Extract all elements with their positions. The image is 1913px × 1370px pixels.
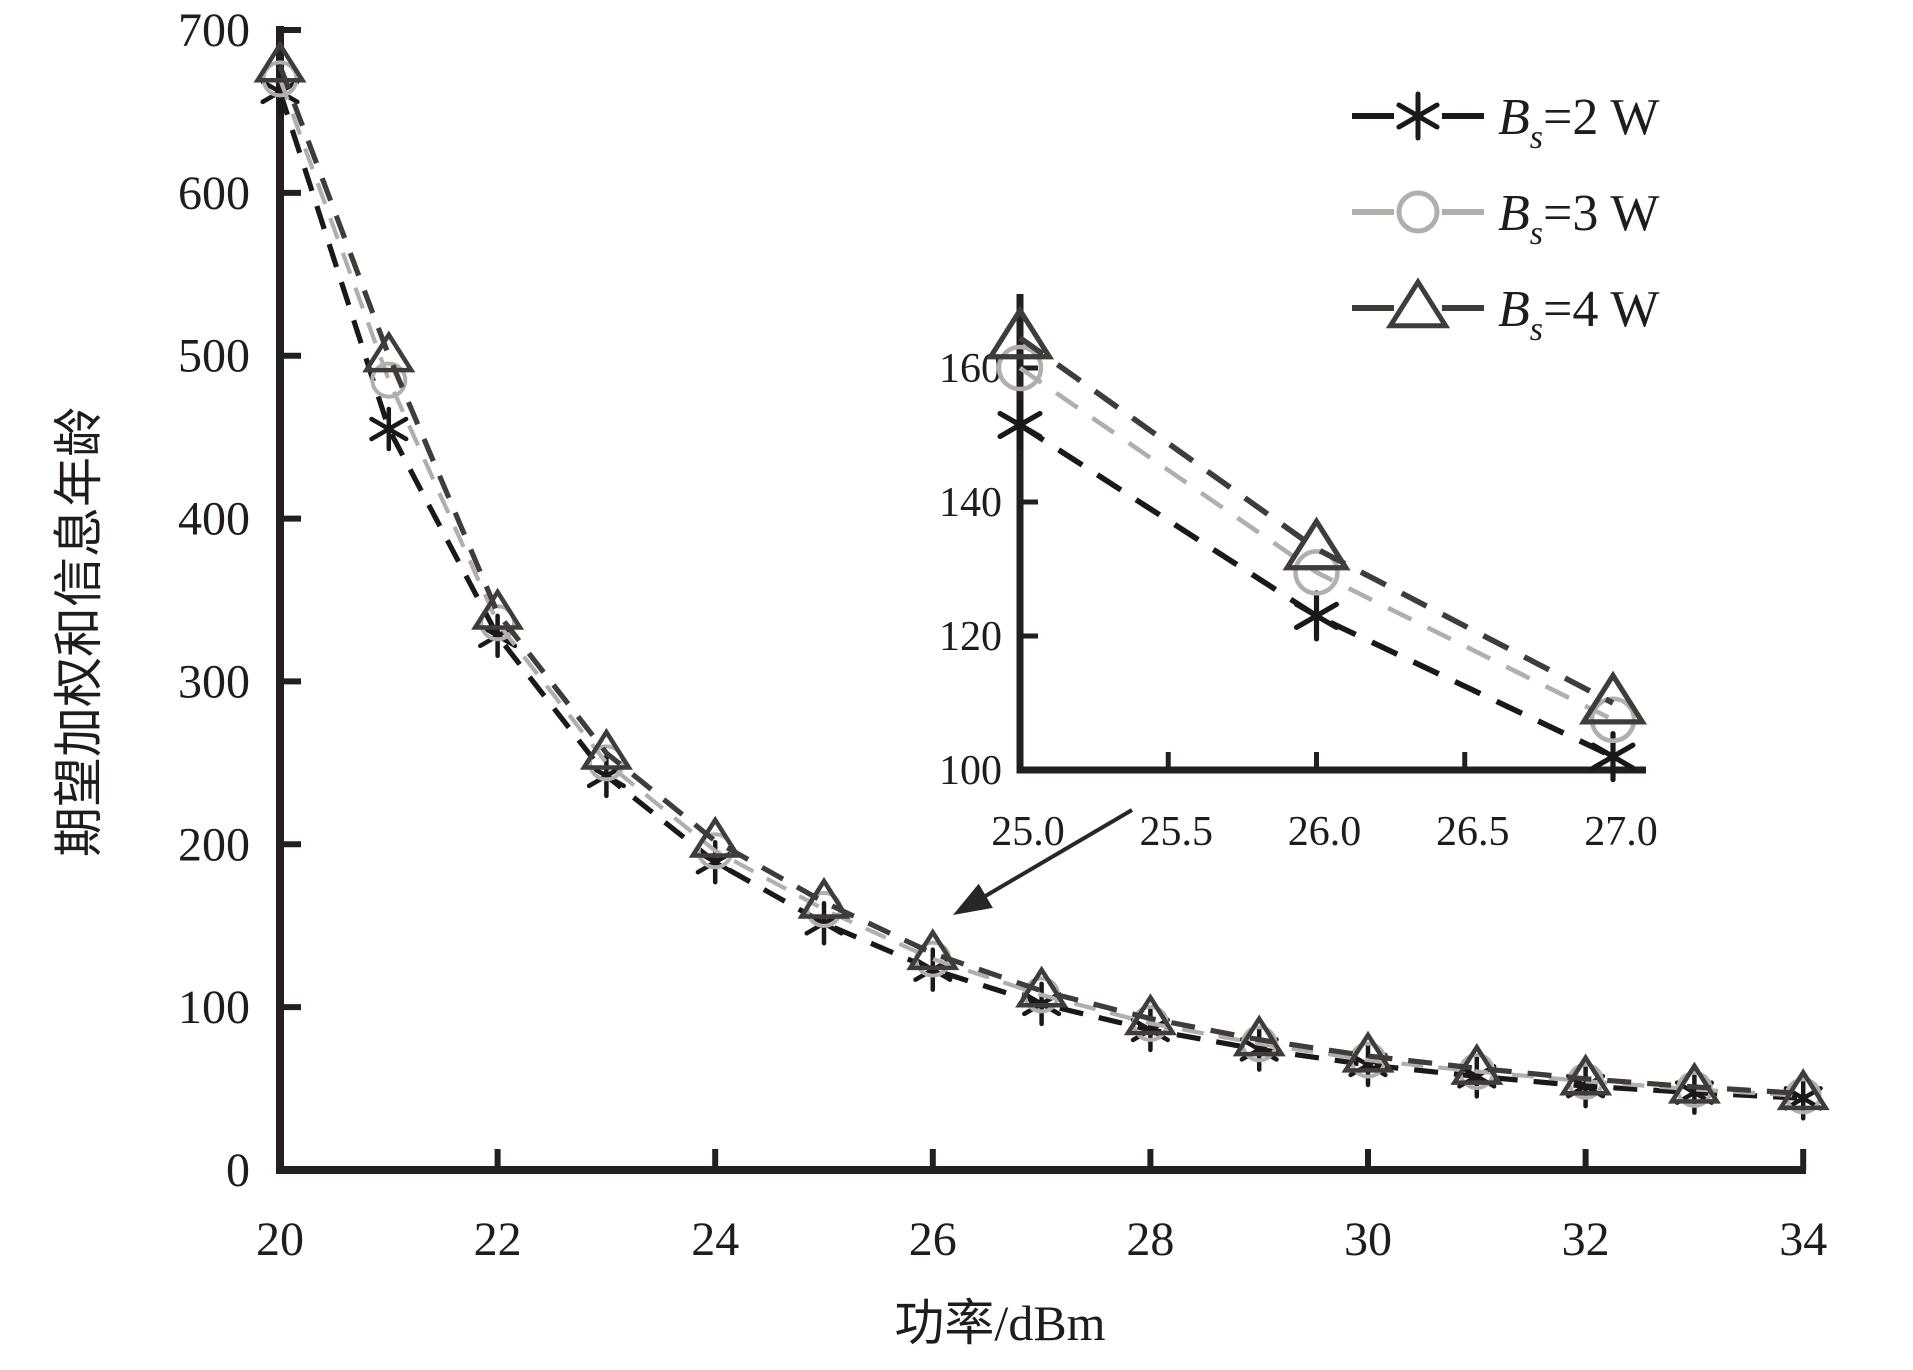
x-tick-label: 22: [474, 1213, 522, 1266]
x-tick-label: 32: [1562, 1213, 1610, 1266]
series-1-marker: [369, 406, 409, 452]
inset-series-2-marker: [1293, 549, 1340, 596]
inset-x-tick-label: 26.5: [1436, 809, 1510, 855]
legend-label-3: Bs=4 W: [1498, 281, 1659, 348]
series-3-marker: [1015, 965, 1069, 1008]
series-2-marker: [370, 361, 408, 399]
legend: Bs=2 W Bs=3 W Bs=4 W: [1352, 89, 1659, 348]
inset-series-3-marker: [1282, 516, 1351, 571]
main-series: [253, 40, 1830, 1121]
series-line-1: [277, 91, 1804, 1101]
y-tick-label: 600: [178, 167, 250, 220]
series-3-marker: [797, 876, 851, 919]
series-3-marker: [362, 330, 416, 373]
series-3-marker: [579, 727, 633, 770]
y-tick-label: 100: [178, 981, 250, 1034]
arrow-line: [971, 808, 1134, 906]
x-tick-label: 34: [1779, 1213, 1827, 1266]
legend-marker-2: [1396, 190, 1440, 234]
x-tick-label: 30: [1344, 1213, 1392, 1266]
inset-series-2-marker: [996, 344, 1044, 392]
inset-x-tick-label: 25.0: [991, 809, 1065, 855]
y-tick-label: 0: [226, 1144, 250, 1197]
x-tick-label: 20: [256, 1213, 304, 1266]
legend-marker-3: [1385, 277, 1451, 329]
inset-y-tick-label: 100: [939, 748, 1002, 794]
inset-y-tick-label: 140: [939, 480, 1002, 526]
inset-x-tick-label: 26.0: [1288, 809, 1362, 855]
series-3-marker: [1232, 1014, 1286, 1057]
series-3-marker: [906, 928, 960, 971]
inset-series-1-marker: [997, 399, 1043, 451]
inset-series-1-marker: [1293, 590, 1340, 642]
legend-label-1: Bs=2 W: [1498, 89, 1659, 156]
series-3-marker: [1776, 1068, 1830, 1111]
inset-series-line-2: [1018, 366, 1615, 722]
series-3-marker: [1667, 1061, 1721, 1104]
legend-label-2: Bs=3 W: [1498, 185, 1659, 252]
series-3-marker: [1341, 1030, 1395, 1073]
y-tick-label: 200: [178, 818, 250, 871]
series-2-marker: [587, 744, 625, 782]
y-tick-label: 300: [178, 655, 250, 708]
x-tick-label: 28: [1126, 1213, 1174, 1266]
series-line-3: [277, 64, 1804, 1097]
series-3-marker: [1123, 993, 1177, 1036]
arrow-head: [953, 883, 993, 915]
x-tick-label: 26: [909, 1213, 957, 1266]
inset-x-tick-label: 25.5: [1140, 809, 1214, 855]
series-3-marker: [1450, 1042, 1504, 1085]
axis-labels: 功率/dBm 期望加权和信息年龄: [51, 407, 1106, 1351]
series-line-2: [278, 78, 1804, 1098]
main-axes: 20 22 24 26 28 30 32 34 0 100 200 300 400 500 600 700: [178, 4, 1827, 1266]
inset-series-3-marker: [1578, 670, 1648, 725]
inset-series-line-1: [1018, 422, 1615, 760]
x-tick-label: 24: [691, 1213, 739, 1266]
y-axis-label: 期望加权和信息年龄: [51, 407, 107, 857]
inset-series-3-marker: [985, 305, 1055, 360]
y-tick-label: 400: [178, 493, 250, 546]
x-axis-label: 功率/dBm: [894, 1295, 1105, 1351]
annotation-arrow: [953, 808, 1134, 915]
inset-y-tick-label: 120: [939, 614, 1002, 660]
series-3-marker: [688, 815, 742, 858]
y-tick-label: 500: [178, 330, 250, 383]
legend-marker-1: [1396, 91, 1440, 141]
y-tick-label: 700: [178, 4, 250, 57]
series-3-marker: [471, 587, 525, 630]
inset-x-tick-label: 27.0: [1584, 809, 1658, 855]
series-3-marker: [253, 40, 307, 83]
series-2-marker: [479, 604, 517, 642]
series-3-marker: [1559, 1053, 1613, 1096]
